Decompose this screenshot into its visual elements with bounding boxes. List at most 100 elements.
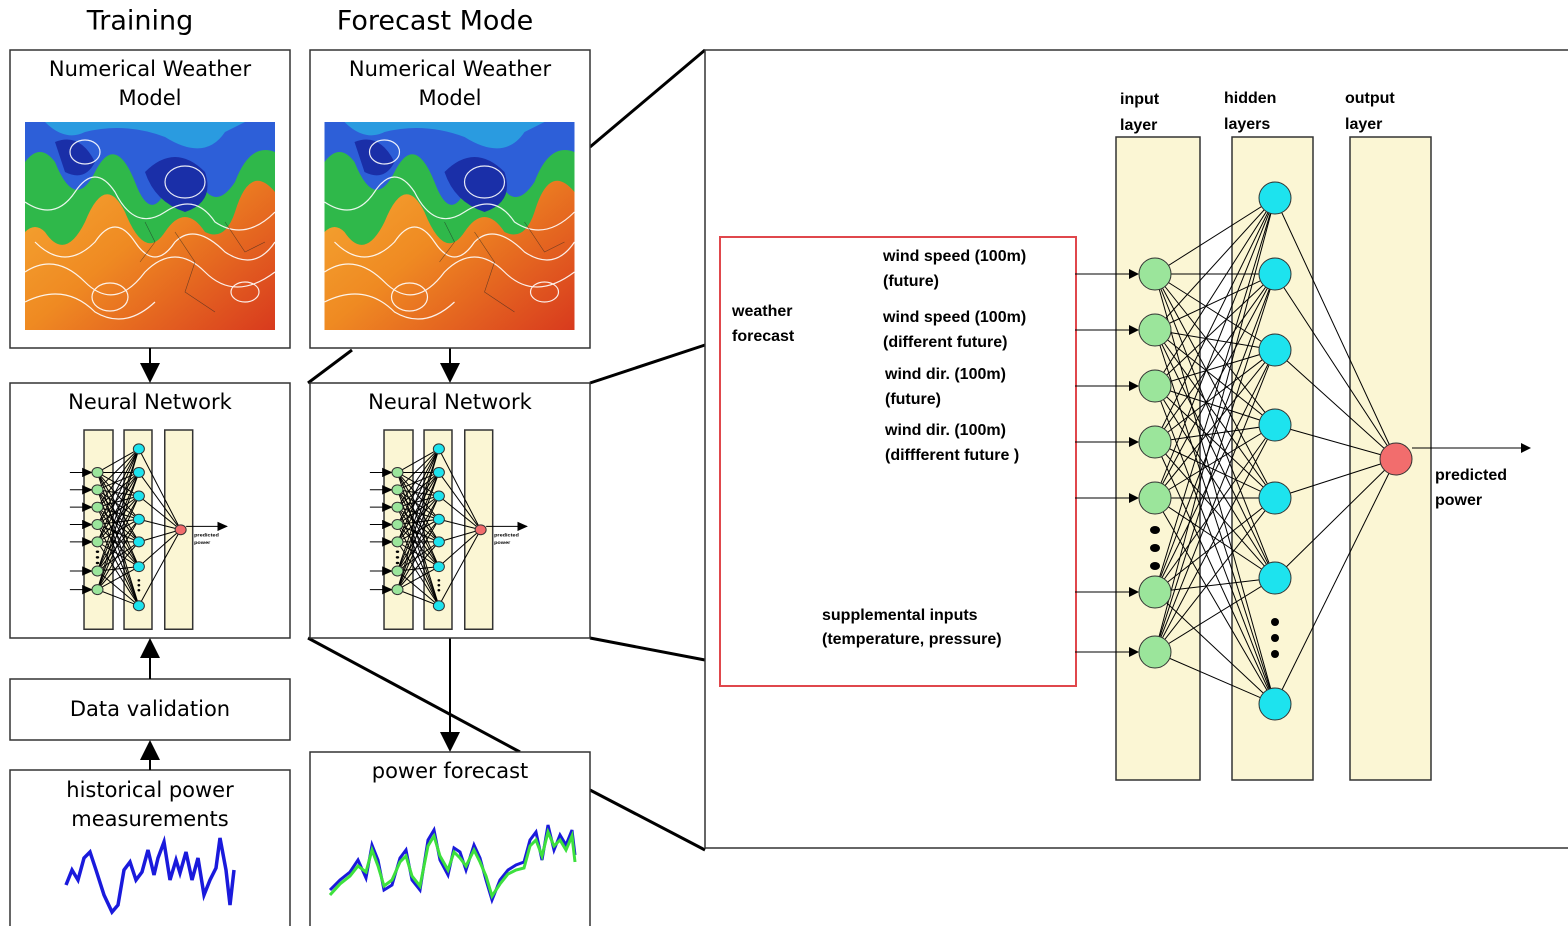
hidden-node <box>433 467 444 477</box>
hidden-node <box>1259 562 1291 594</box>
hidden-node <box>1259 482 1291 514</box>
edge <box>1275 198 1396 459</box>
edge <box>139 530 181 606</box>
ellipsis-dot <box>437 584 441 587</box>
hidden-node <box>433 514 444 524</box>
edge <box>1275 459 1396 578</box>
edge <box>1155 198 1275 330</box>
edge <box>97 472 138 507</box>
edge <box>97 496 138 590</box>
edge <box>1155 578 1275 652</box>
edge <box>397 490 438 496</box>
weather-map <box>324 122 575 330</box>
ellipsis-dot <box>437 579 441 582</box>
edge <box>1155 350 1275 652</box>
edge <box>139 449 181 530</box>
edge <box>1275 350 1396 459</box>
network-label: wind dir. (100m) <box>884 366 1006 383</box>
ellipsis-dot <box>437 589 441 592</box>
hidden-node <box>433 444 444 454</box>
edge <box>1155 330 1275 578</box>
edge <box>139 519 181 530</box>
weather-map <box>25 122 275 330</box>
edge <box>397 490 438 542</box>
box-label: historical power <box>66 778 234 802</box>
input-node <box>392 566 403 576</box>
edge <box>1155 330 1275 425</box>
edge <box>97 519 138 571</box>
edge <box>1155 330 1275 350</box>
input-node <box>1139 314 1171 346</box>
input-node <box>392 537 403 547</box>
edge <box>97 472 138 589</box>
edge <box>97 519 138 589</box>
network-label: (diffferent future ) <box>885 447 1019 464</box>
hidden-node <box>133 467 144 477</box>
edge <box>1155 198 1275 498</box>
edge <box>1155 498 1275 704</box>
box-label: Numerical Weather <box>49 57 252 81</box>
edge <box>439 530 481 606</box>
edge <box>397 496 438 590</box>
network-label: layers <box>1224 116 1270 133</box>
edge <box>97 449 138 525</box>
hidden-node <box>133 537 144 547</box>
edge <box>1155 425 1275 652</box>
edge <box>97 496 138 507</box>
edge <box>97 590 138 606</box>
hidden-node <box>1259 182 1291 214</box>
edge <box>1155 274 1275 330</box>
input-node <box>92 585 103 595</box>
edge <box>97 472 138 489</box>
edge <box>439 530 481 542</box>
hidden-node <box>133 601 144 611</box>
input-node <box>92 566 103 576</box>
edge <box>97 472 138 571</box>
edge <box>397 449 438 590</box>
edge <box>439 530 481 567</box>
edge <box>139 496 181 530</box>
edge <box>97 490 138 519</box>
edge <box>1155 350 1275 592</box>
edge <box>97 490 138 542</box>
edge <box>97 449 138 542</box>
edge <box>397 472 438 589</box>
ellipsis-dot <box>95 550 100 554</box>
edge <box>1275 459 1396 498</box>
edge <box>439 519 481 530</box>
edge <box>1155 274 1275 592</box>
network-label: wind speed (100m) <box>882 248 1026 265</box>
hidden-node <box>433 601 444 611</box>
edge <box>397 519 438 571</box>
network-label: wind dir. (100m) <box>884 422 1006 439</box>
edge <box>397 472 438 541</box>
hidden-node <box>433 537 444 547</box>
input-node <box>1139 426 1171 458</box>
edge <box>1155 442 1275 578</box>
edge <box>1155 274 1275 442</box>
layer-column <box>1232 137 1313 780</box>
edge <box>97 490 138 567</box>
edge <box>1155 198 1275 386</box>
measured-curve <box>328 827 577 900</box>
edge <box>439 472 481 529</box>
hidden-node <box>133 444 144 454</box>
edge <box>439 496 481 530</box>
output-node <box>175 525 186 535</box>
network-label: forecast <box>732 328 795 345</box>
edge <box>139 472 181 529</box>
ellipsis-dot <box>95 556 100 559</box>
column-title: Training <box>86 6 194 37</box>
hidden-node <box>133 491 144 501</box>
hidden-node <box>1259 409 1291 441</box>
edge <box>97 490 138 496</box>
edge <box>1155 350 1275 386</box>
edge <box>1155 274 1275 652</box>
edge <box>97 449 138 473</box>
edge <box>1155 498 1275 652</box>
ellipsis-dot <box>137 584 141 587</box>
edge <box>397 490 438 567</box>
network-label: weather <box>731 303 792 320</box>
network-label: (different future) <box>883 334 1007 351</box>
input-node <box>1139 636 1171 668</box>
